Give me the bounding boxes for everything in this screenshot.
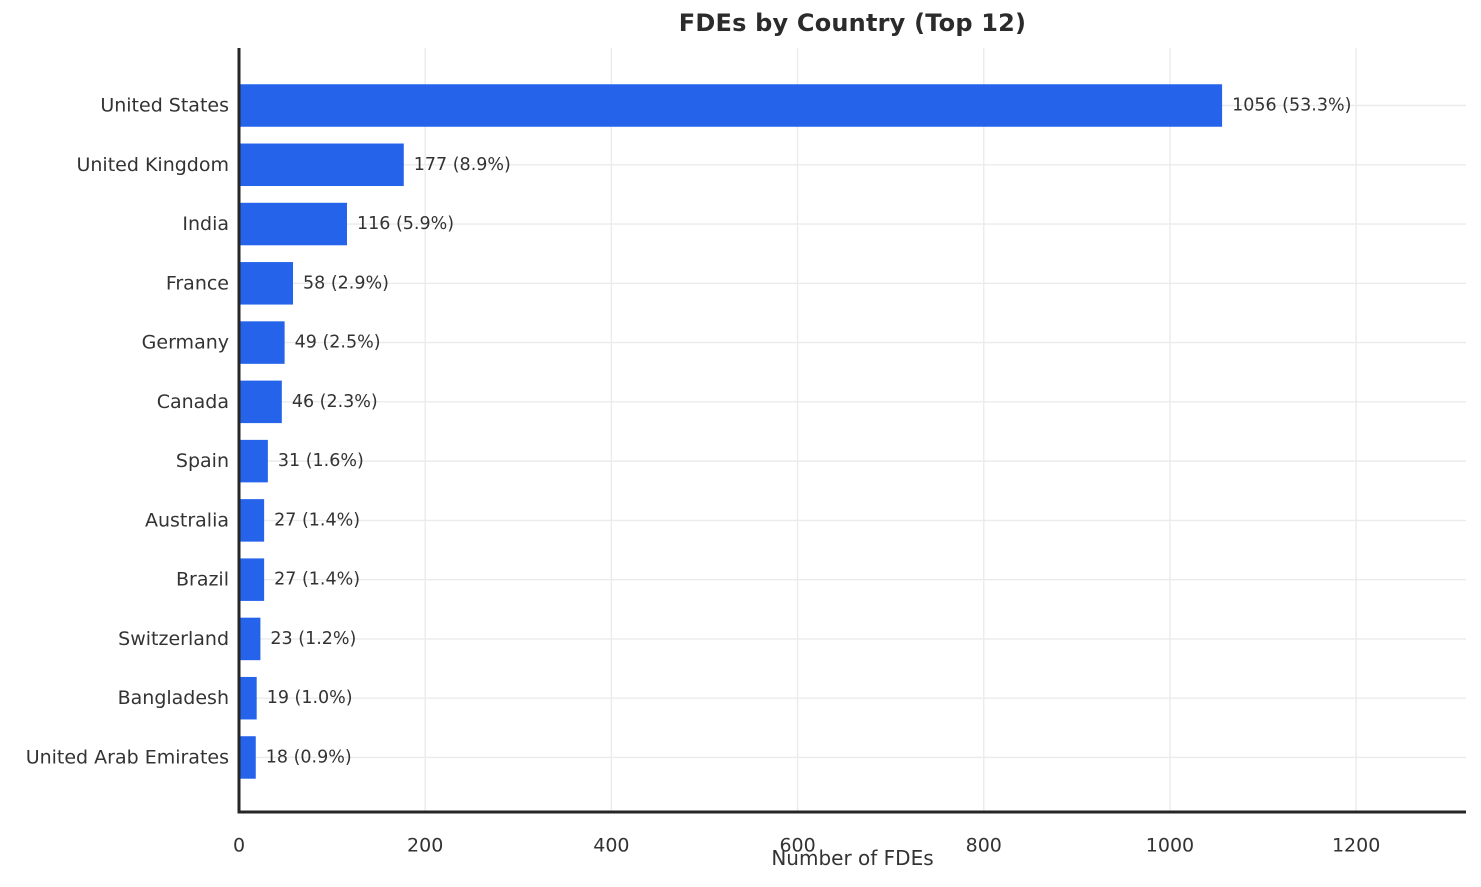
bar-value-label: 23 (1.2%) (270, 629, 356, 649)
chart-title: FDEs by Country (Top 12) (678, 9, 1027, 37)
bar-value-label: 58 (2.9%) (303, 273, 389, 293)
bar (239, 736, 256, 779)
x-tick-label: 600 (779, 835, 815, 857)
bar (239, 262, 293, 305)
y-tick-label: Switzerland (118, 628, 229, 650)
y-tick-label: India (182, 213, 229, 235)
y-tick-label: Australia (145, 509, 229, 531)
y-tick-label: Germany (142, 332, 229, 354)
x-tick-label: 1000 (1146, 835, 1194, 857)
bar (239, 558, 265, 601)
y-tick-label: Spain (176, 450, 229, 472)
y-tick-label: United States (100, 95, 229, 117)
y-tick-label: United Arab Emirates (26, 746, 229, 768)
bar-value-label: 177 (8.9%) (414, 155, 511, 175)
bar (239, 439, 268, 483)
bar (239, 499, 265, 542)
bar (239, 143, 404, 187)
bar-value-label: 19 (1.0%) (267, 688, 353, 708)
y-tick-label: United Kingdom (76, 154, 229, 176)
bar (239, 202, 347, 246)
x-tick-label: 1200 (1332, 835, 1380, 857)
x-tick-label: 0 (233, 835, 245, 857)
bar (239, 84, 1223, 127)
bar-value-label: 27 (1.4%) (274, 570, 360, 590)
bar-value-label: 49 (2.5%) (295, 333, 381, 353)
bar-value-label: 31 (1.6%) (278, 451, 364, 471)
bar-value-label: 1056 (53.3%) (1232, 96, 1351, 116)
x-tick-label: 800 (966, 835, 1002, 857)
bar-value-label: 18 (0.9%) (266, 747, 352, 767)
x-axis-label: Number of FDEs (771, 846, 934, 870)
x-tick-label: 200 (407, 835, 443, 857)
y-tick-label: Brazil (176, 569, 229, 591)
x-tick-label: 400 (593, 835, 629, 857)
bar-value-label: 27 (1.4%) (274, 510, 360, 530)
bar (239, 617, 261, 661)
bar (239, 380, 282, 424)
bar (239, 676, 257, 720)
y-tick-label: Bangladesh (118, 687, 229, 709)
bar (239, 321, 285, 364)
bar-value-label: 116 (5.9%) (357, 214, 454, 234)
bar-value-label: 46 (2.3%) (292, 392, 378, 412)
y-tick-label: Canada (157, 391, 229, 413)
y-tick-label: France (166, 272, 229, 294)
